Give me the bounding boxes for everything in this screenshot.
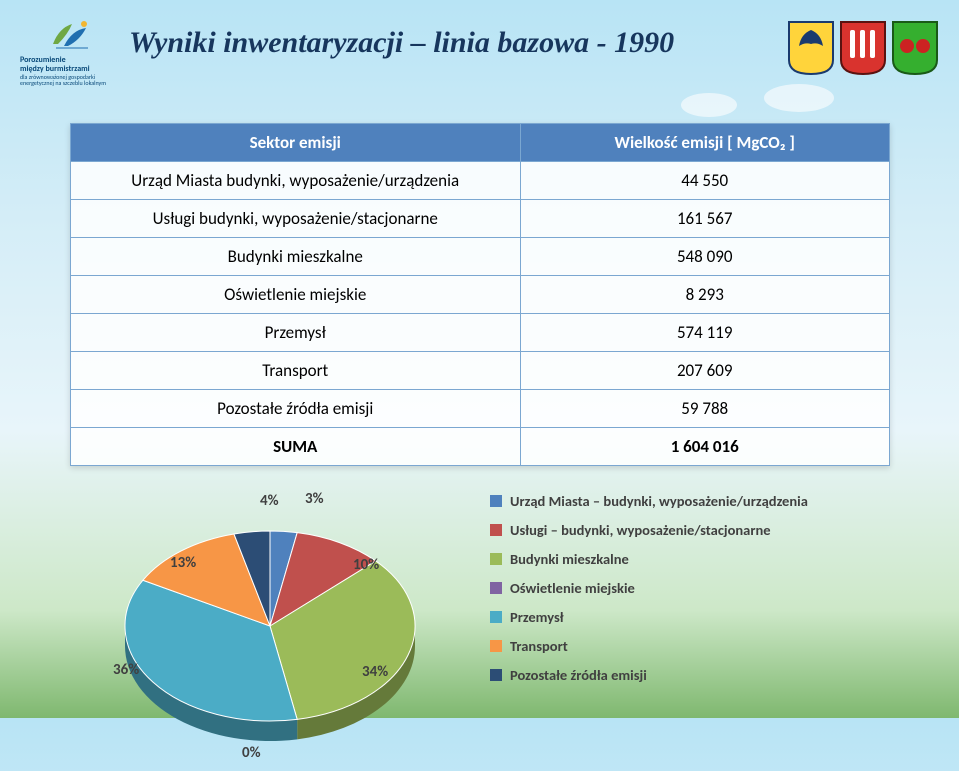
table-row: Pozostałe źródła emisji59 788 [70,390,889,428]
cell-sector: Usługi budynki, wyposażenie/stacjonarne [70,200,520,238]
legend-item: Budynki mieszkalne [490,550,808,568]
legend-label: Transport [510,637,568,655]
cell-sector: Przemysł [70,314,520,352]
th-value: Wielkość emisji [ MgCO₂ ] [520,124,889,162]
legend-swatch [490,669,502,681]
cell-value: 59 788 [520,390,889,428]
table-row: Przemysł574 119 [70,314,889,352]
legend-label: Usługi – budynki, wyposażenie/stacjonarn… [510,521,771,539]
pie-data-label: 36% [113,661,139,679]
legend-label: Przemysł [510,608,564,626]
legend-item: Urząd Miasta – budynki, wyposażenie/urzą… [490,492,808,510]
legend-item: Przemysł [490,608,808,626]
cell-sector: Pozostałe źródła emisji [70,390,520,428]
legend-item: Usługi – budynki, wyposażenie/stacjonarn… [490,521,808,539]
legend-swatch [490,524,502,536]
cell-value: 1 604 016 [520,428,889,466]
cell-value: 161 567 [520,200,889,238]
table-row: Transport207 609 [70,352,889,390]
cell-sector: Oświetlenie miejskie [70,276,520,314]
cell-value: 548 090 [520,238,889,276]
page-title: Wyniki inwentaryzacji – linia bazowa - 1… [129,18,773,60]
pie-data-label: 10% [353,556,379,574]
cell-value: 8 293 [520,276,889,314]
pie-data-label: 34% [362,663,388,681]
legend-item: Oświetlenie miejskie [490,579,808,597]
crest-yellow-eagle [787,20,835,76]
table-row: SUMA1 604 016 [70,428,889,466]
pie-data-label: 4% [260,492,279,510]
cell-sector: SUMA [70,428,520,466]
header: Porozumienie między burmistrzami dla zró… [0,0,959,93]
cell-value: 574 119 [520,314,889,352]
cell-sector: Urząd Miasta budynki, wyposażenie/urządz… [70,162,520,200]
chart-legend: Urząd Miasta – budynki, wyposażenie/urzą… [490,486,808,695]
legend-label: Budynki mieszkalne [510,550,629,568]
pie-data-label: 0% [242,744,261,762]
crest-green-circles [891,20,939,76]
table-row: Budynki mieszkalne548 090 [70,238,889,276]
pie-data-label: 3% [305,490,324,508]
legend-item: Transport [490,637,808,655]
covenant-logo: Porozumienie między burmistrzami dla zró… [20,18,115,93]
legend-label: Urząd Miasta – budynki, wyposażenie/urzą… [510,492,808,510]
legend-label: Oświetlenie miejskie [510,579,635,597]
pie-data-label: 13% [170,554,196,572]
table-row: Urząd Miasta budynki, wyposażenie/urządz… [70,162,889,200]
legend-swatch [490,640,502,652]
legend-swatch [490,611,502,623]
legend-item: Pozostałe źródła emisji [490,666,808,684]
legend-label: Pozostałe źródła emisji [510,666,647,684]
legend-swatch [490,495,502,507]
cell-sector: Budynki mieszkalne [70,238,520,276]
pie-chart: 3% 10% 34% 0% 36% 13% 4% [80,486,460,766]
legend-swatch [490,553,502,565]
th-sector: Sektor emisji [70,124,520,162]
crest-red-pattern [839,20,887,76]
table-row: Usługi budynki, wyposażenie/stacjonarne1… [70,200,889,238]
table-row: Oświetlenie miejskie8 293 [70,276,889,314]
cell-value: 44 550 [520,162,889,200]
emissions-table: Sektor emisji Wielkość emisji [ MgCO₂ ] … [70,123,890,466]
logo-line4: energetycznej na szczeblu lokalnym [20,80,106,87]
legend-swatch [490,582,502,594]
cell-sector: Transport [70,352,520,390]
crest-group [787,18,939,76]
cell-value: 207 609 [520,352,889,390]
